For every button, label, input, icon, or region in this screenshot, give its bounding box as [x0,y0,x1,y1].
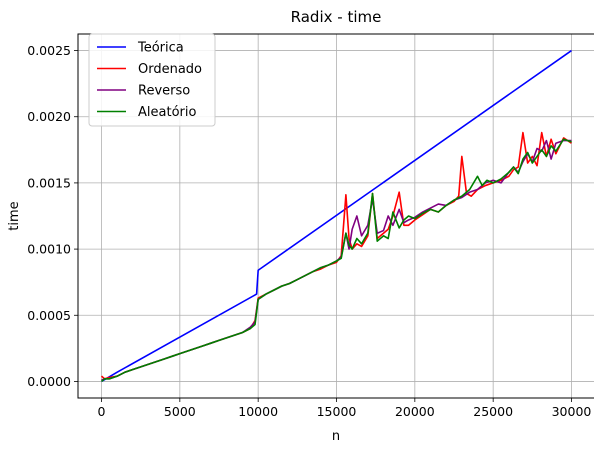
x-tick-label: 20000 [395,404,435,419]
series-line-1 [101,49,572,383]
legend: Teórica Ordenado Reverso Aleatório [88,33,216,127]
legend-label: Teórica [137,41,184,56]
legend-label: Ordenado [138,62,202,77]
legend-box [88,33,216,127]
axis-ticks: 0 5000 10000 15000 20000 25000 30000 0.0000 0.00… [27,43,591,419]
grid [78,34,594,398]
x-tick-label: 10000 [238,404,278,419]
y-tick-label: 0.0010 [27,242,71,257]
y-tick-label: 0.0025 [27,43,71,58]
x-axis-title: n [332,429,340,444]
legend-label: Aleatório [138,105,196,120]
x-tick-label: 5000 [164,404,196,419]
y-tick-label: 0.0015 [27,175,71,190]
series-line-4 [100,138,572,383]
x-tick-label: 15000 [317,404,357,419]
x-tick-label: 30000 [552,404,592,419]
legend-label: Reverso [138,84,190,99]
y-tick-label: 0.0005 [27,308,71,323]
y-tick-label: 0.0020 [27,109,71,124]
plot-series [100,49,572,383]
y-axis-title: time [7,201,22,230]
y-tick-label: 0.0000 [27,374,71,389]
x-tick-label: 0 [98,404,106,419]
chart-title: Radix - time [291,8,382,26]
x-tick-label: 25000 [473,404,513,419]
